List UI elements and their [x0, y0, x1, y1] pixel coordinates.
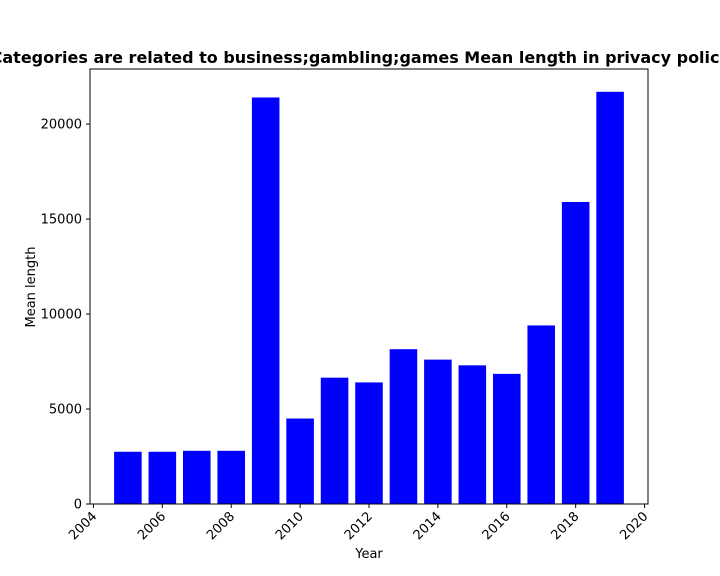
x-tick-label: 2008	[204, 509, 238, 543]
x-axis-label: Year	[354, 547, 383, 562]
x-tick-label: 2018	[548, 509, 582, 543]
bar-2005	[114, 451, 142, 504]
x-tick-label: 2016	[480, 509, 514, 543]
chart-title: Categories are related to business;gambl…	[0, 48, 720, 67]
bar-2011	[320, 377, 349, 504]
x-tick-label: 2014	[411, 509, 445, 543]
x-tick-label: 2006	[135, 509, 169, 543]
x-tick-label: 2012	[342, 509, 376, 543]
bar-2015	[458, 365, 487, 504]
bar-2018	[561, 201, 590, 504]
y-tick-label: 5000	[49, 403, 82, 418]
y-tick-label: 15000	[41, 213, 82, 228]
bar-2007	[183, 450, 211, 504]
x-tick-label: 2010	[273, 509, 307, 543]
y-tick-label: 0	[74, 498, 82, 513]
x-axis: 2004 2006 2008 2010 2012 2014 2016 2018 2020	[66, 504, 651, 543]
x-tick-label: 2020	[617, 509, 651, 543]
bar-2012	[355, 382, 383, 504]
bar-2013	[389, 349, 418, 504]
bars-group	[114, 91, 624, 505]
bar-2009	[251, 97, 280, 505]
bar-2017	[527, 325, 555, 504]
bar-2008	[217, 450, 245, 504]
y-axis-label: Mean length	[24, 247, 39, 328]
y-tick-label: 20000	[41, 118, 82, 133]
bar-2016	[493, 373, 521, 504]
bar-2019	[596, 91, 624, 504]
y-axis: 0 5000 10000 15000 20000	[41, 118, 90, 513]
y-tick-label: 10000	[41, 308, 82, 323]
bar-2006	[148, 451, 177, 504]
x-tick-label: 2004	[66, 509, 100, 543]
bar-2010	[286, 418, 314, 504]
bar-2014	[424, 359, 452, 504]
